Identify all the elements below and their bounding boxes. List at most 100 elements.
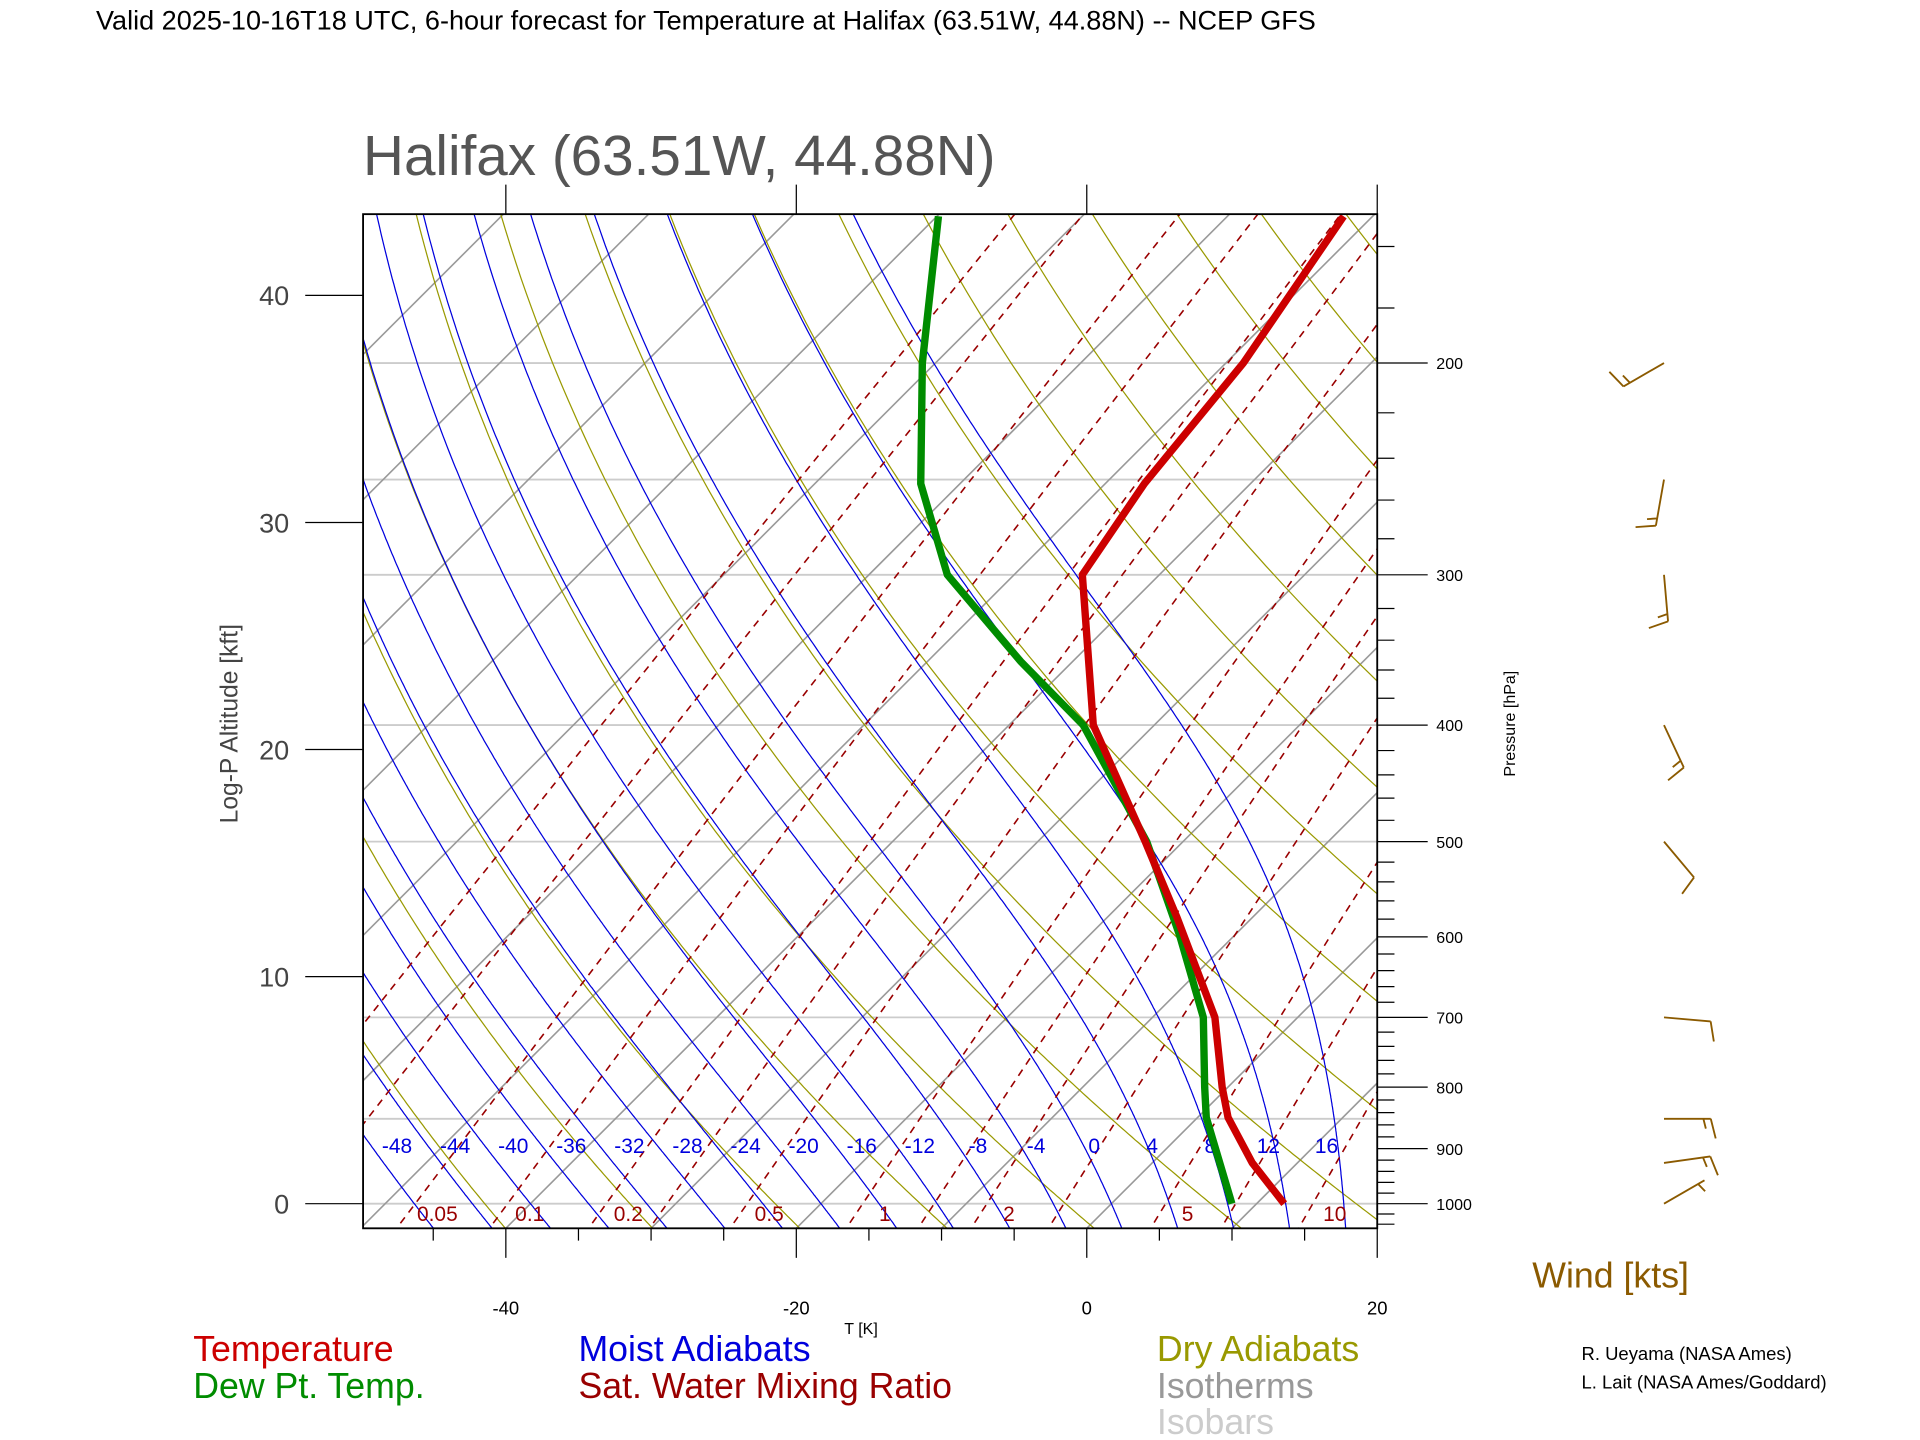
wind-barb-shape	[1648, 574, 1669, 629]
dry-adiabat-line	[0, 177, 363, 1234]
wind-barb-shape	[1663, 724, 1685, 782]
left-tick-label: 30	[259, 507, 289, 538]
wind-barb-shape	[1635, 479, 1665, 529]
mixing-ratio-line	[1047, 716, 1378, 1229]
moist-adiabat-line	[363, 1053, 493, 1229]
mixing-ratio-line	[363, 214, 1085, 1126]
x-tick-label: -40	[493, 1297, 520, 1318]
moist-adiabat-line	[666, 214, 1235, 1229]
dry-adiabat-line	[1007, 214, 1378, 682]
moist-adiabat-label: -28	[672, 1135, 702, 1158]
mixing-ratio-label: 2	[1003, 1203, 1015, 1226]
left-tick-label: 40	[259, 280, 289, 311]
dry-adiabat-line	[1732, 177, 1920, 1234]
moist-adiabat-label: -8	[969, 1135, 988, 1158]
credit-line: L. Lait (NASA Ames/Goddard)	[1582, 1371, 1827, 1392]
moist-adiabat-line	[363, 336, 898, 1229]
isotherm-line	[1230, 1081, 1378, 1229]
wind-barb	[1663, 1117, 1717, 1139]
moist-adiabat-label: -16	[847, 1135, 877, 1158]
isotherm-line	[649, 501, 1378, 1229]
wind-barb	[1663, 1016, 1715, 1042]
moist-adiabat-line	[852, 214, 1347, 1229]
line-labels: -48 -44 -40 -36 -32 -28 -24 -20 -16 -12 -8 -4 0 4 8 12 1…	[382, 1135, 1346, 1226]
right-tick-label: 900	[1436, 1142, 1463, 1159]
isotherm-line	[363, 214, 941, 792]
moist-adiabat-line	[363, 595, 784, 1229]
moist-adiabat-line	[529, 214, 1123, 1229]
dry-adiabat-line	[753, 214, 1378, 1003]
moist-adiabat-label: -36	[556, 1135, 586, 1158]
moist-adiabat-line	[363, 971, 552, 1229]
mixing-ratio-line	[363, 214, 1016, 1026]
moist-adiabat-label: -24	[730, 1135, 761, 1158]
profiles	[917, 214, 1347, 1206]
left-tick-label: 20	[259, 734, 289, 765]
mixing-ratio-line	[1387, 177, 1920, 1234]
wind-barb-shape	[1663, 1155, 1719, 1176]
moist-adiabat-line	[751, 214, 1291, 1229]
legend: Temperature Dew Pt. Temp. Moist Adiabats…	[193, 1255, 1689, 1440]
right-tick-label: 1000	[1436, 1197, 1472, 1214]
dry-adiabat-line	[0, 177, 67, 1234]
wind-barb-shape	[1663, 1117, 1717, 1139]
left-tick-label: 0	[274, 1189, 289, 1220]
mixing-ratio-line	[648, 232, 1378, 1229]
dry-adiabat-line	[363, 1039, 507, 1229]
x-axis-label: T [K]	[844, 1321, 878, 1338]
dry-adiabat-line	[363, 339, 948, 1229]
plot-frame	[362, 213, 1379, 1230]
dry-adiabat-line	[500, 214, 1243, 1229]
station-title: Halifax (63.51W, 44.88N)	[363, 124, 995, 187]
wind-barb	[1663, 1179, 1706, 1205]
mixing-ratio-line	[729, 323, 1378, 1229]
moist-adiabat-label: 12	[1257, 1135, 1280, 1158]
mixing-ratio-line	[488, 214, 1259, 1229]
mixing-ratio-line	[1454, 177, 1920, 1234]
right-axis-label: Pressure [hPa]	[1502, 671, 1519, 777]
isotherm-line	[363, 214, 505, 356]
moist-adiabat-line	[363, 885, 610, 1229]
right-tick-label: 700	[1436, 1011, 1463, 1028]
legend-isotherms: Isotherms	[1157, 1366, 1314, 1406]
mixing-ratio-line	[1149, 860, 1378, 1229]
dry-adiabat-line	[1815, 177, 1920, 1234]
mixing-ratio-label: 10	[1323, 1203, 1346, 1226]
moist-adiabat-line	[363, 796, 668, 1229]
mixing-ratio-line	[587, 214, 1342, 1229]
legend-isobars: Isobars	[1157, 1402, 1274, 1440]
legend-temperature: Temperature	[193, 1329, 393, 1369]
mixing-ratio-line	[1297, 1090, 1378, 1229]
moist-adiabat-line	[375, 214, 955, 1229]
dry-adiabat-line	[1345, 214, 1378, 256]
moist-adiabat-label: -40	[498, 1135, 528, 1158]
dry-adiabat-line	[415, 214, 1096, 1229]
isotherm-line	[363, 214, 1086, 937]
legend-moist-adiabats: Moist Adiabats	[578, 1329, 810, 1369]
right-tick-label: 500	[1436, 835, 1463, 852]
moist-adiabat-label: -48	[382, 1135, 412, 1158]
axes: -40 -20 0 200102030402003004005006007008009…	[259, 184, 1472, 1318]
mixing-ratio-line	[845, 458, 1378, 1229]
wind-barb	[1663, 841, 1695, 895]
wind-barb-shape	[1663, 841, 1695, 895]
right-tick-label: 300	[1436, 568, 1463, 585]
wind-barb-shape	[1608, 362, 1665, 388]
dry-adiabat-line	[584, 214, 1378, 1221]
dewpoint-profile	[917, 215, 1236, 1205]
legend-dry-adiabats: Dry Adiabats	[1157, 1329, 1359, 1369]
dry-adiabat-line	[363, 610, 801, 1229]
mixing-ratio-label: 0.5	[755, 1203, 784, 1226]
chart-header-title: Valid 2025-10-16T18 UTC, 6-hour forecast…	[96, 5, 1316, 36]
mixing-ratio-label: 0.1	[515, 1203, 544, 1226]
x-tick-label: 0	[1082, 1297, 1092, 1318]
isotherm-lines	[0, 177, 1378, 1234]
isotherm-line	[0, 177, 250, 1234]
dry-adiabat-line	[1567, 177, 1920, 1234]
wind-barb-shape	[1663, 1179, 1706, 1205]
legend-dewpoint: Dew Pt. Temp.	[193, 1366, 424, 1406]
dry-adiabat-lines	[0, 177, 1920, 1234]
moist-adiabat-label: 4	[1146, 1135, 1158, 1158]
dry-adiabat-line	[1091, 214, 1378, 577]
